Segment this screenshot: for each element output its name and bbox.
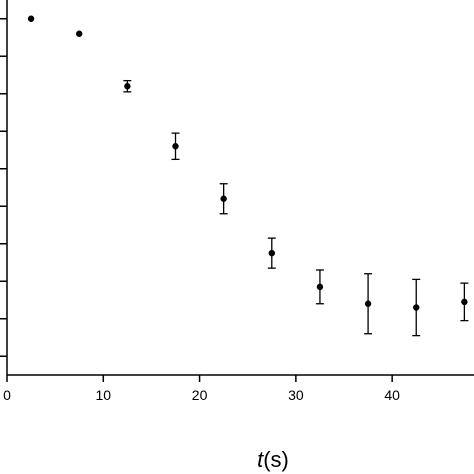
y-ticks <box>0 18 7 357</box>
x-tick-labels: 0 10 20 30 40 <box>3 387 400 403</box>
x-tick-label-3: 30 <box>288 387 304 403</box>
x-tick-label-2: 20 <box>192 387 208 403</box>
data-point-0 <box>27 15 35 22</box>
x-ticks <box>6 375 393 382</box>
data-point-6 <box>316 283 324 291</box>
data-point-5 <box>268 249 275 257</box>
data-point-7 <box>364 300 372 307</box>
data-point-8 <box>413 304 420 311</box>
x-tick-label-0: 0 <box>3 387 11 403</box>
x-axis-title: t(s) <box>257 447 289 472</box>
error-bars <box>123 79 469 337</box>
x-tick-label-1: 10 <box>95 387 111 403</box>
plot-frame <box>6 0 474 376</box>
data-point-9 <box>461 298 468 306</box>
data-point-4 <box>220 195 227 202</box>
data-points <box>27 15 468 311</box>
x-axis-title-unit: (s) <box>263 447 289 472</box>
x-tick-label-4: 40 <box>384 387 400 403</box>
data-point-2 <box>124 83 131 90</box>
x-axis-title-italic: t <box>257 447 264 472</box>
data-point-3 <box>172 143 179 150</box>
data-point-1 <box>76 30 83 37</box>
